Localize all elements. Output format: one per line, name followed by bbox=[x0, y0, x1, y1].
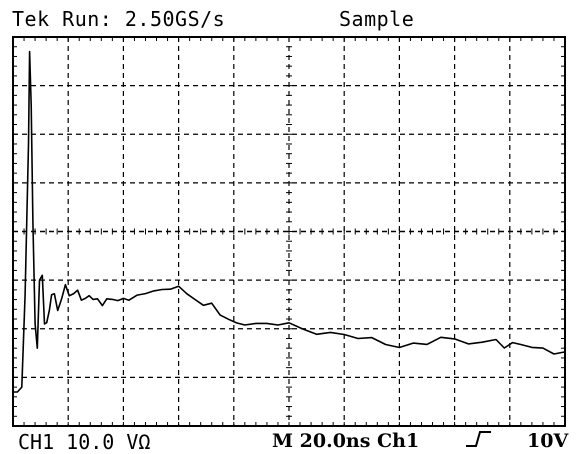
acquisition-mode: Sample bbox=[339, 7, 415, 31]
waveform-trace bbox=[13, 50, 566, 393]
graticule bbox=[12, 36, 566, 427]
channel-scale-readout: CH1 10.0 VΩ bbox=[18, 430, 151, 454]
rising-edge-icon bbox=[466, 431, 491, 447]
acquisition-status: Tek Run: 2.50GS/s bbox=[12, 7, 226, 31]
trigger-level-readout: 10V bbox=[527, 430, 569, 452]
timebase-readout: M 20.0ns Ch1 bbox=[272, 430, 420, 452]
